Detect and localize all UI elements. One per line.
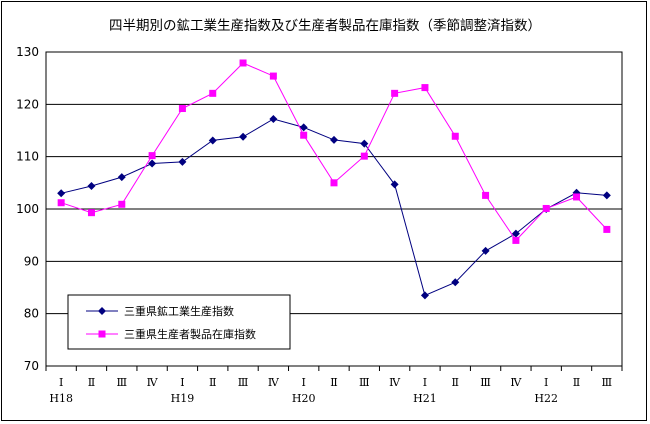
x-tick-label: Ⅲ [116,376,127,389]
y-tick-label-80: 80 [24,307,39,321]
data-point [117,173,126,182]
x-tick-label: Ⅱ [452,376,459,389]
series-line-1 [61,62,608,242]
legend-label-inventory: 三重県生産者製品在庫指数 [124,327,256,341]
legend-marker-inventory [98,330,106,338]
y-tick-label-130: 130 [16,45,39,59]
x-tick-label: Ⅲ [602,376,613,389]
data-point [573,193,581,201]
data-point [603,225,611,233]
data-point [299,123,308,132]
plot-area-border [45,51,623,367]
x-tick-label: Ⅲ [480,376,491,389]
data-point [330,179,338,187]
x-tick-label: Ⅳ [147,376,159,389]
data-point [481,246,490,255]
data-point [330,135,338,144]
data-point [360,139,369,148]
data-point [57,199,65,207]
x-tick-label: Ⅰ [302,376,306,389]
data-point [391,89,399,97]
data-point [451,278,460,287]
x-tick-label: Ⅰ [423,376,427,389]
data-point [602,191,611,200]
legend-box [67,294,291,350]
x-tick-label: Ⅰ [544,376,548,389]
x-tick-label: Ⅳ [510,376,522,389]
x-tick-label: Ⅲ [359,376,370,389]
data-point [57,189,66,198]
data-point [542,204,550,212]
data-point [178,105,186,113]
year-label-H22: H22 [534,392,558,405]
data-point [208,136,217,145]
axes: 70 80 90 100 110 120 130 Ⅰ Ⅱ Ⅲ Ⅳ Ⅰ Ⅱ Ⅲ Ⅳ Ⅰ Ⅱ Ⅲ Ⅳ Ⅰ Ⅱ Ⅲ Ⅳ Ⅰ Ⅱ Ⅲ H18… [16,45,623,405]
data-point [178,157,187,166]
y-tick-label-120: 120 [16,97,39,111]
x-tick-label: Ⅱ [573,376,580,389]
year-label-H19: H19 [171,392,195,405]
data-point [87,181,96,190]
y-tick-label-110: 110 [16,150,39,164]
legend: 三重県鉱工業生産指数 三重県生産者製品在庫指数 [67,294,291,350]
x-tick-label: Ⅰ [180,376,184,389]
data-point [511,229,520,238]
data-point [148,152,156,160]
x-tick-label: Ⅳ [268,376,280,389]
data-point [148,159,157,168]
data-point [239,59,247,67]
data-point [209,89,217,97]
data-point [269,114,278,123]
data-point [118,200,126,208]
series-line-0 [61,118,607,297]
x-tick-label: Ⅳ [389,376,401,389]
data-point [300,131,308,139]
year-label-H20: H20 [292,392,316,405]
y-tick-label-90: 90 [24,254,39,268]
chart-title: 四半期別の鉱工業生産指数及び生産者製品在庫指数（季節調整済指数） [109,18,541,34]
x-tick-label: Ⅰ [59,376,63,389]
data-point [421,84,429,92]
x-tick-label: Ⅲ [238,376,249,389]
x-tick-label: Ⅱ [88,376,95,389]
data-point [390,180,399,189]
year-label-H21: H21 [413,392,437,405]
x-tick-label: Ⅱ [330,376,337,389]
legend-marker-production [98,307,106,315]
data-point [420,291,429,300]
data-point [87,209,95,217]
data-point [451,132,459,140]
data-point [512,236,520,244]
x-tick-label: Ⅱ [209,376,216,389]
data-point [360,152,368,160]
year-label-H18: H18 [49,392,73,405]
series-layer [57,59,611,300]
data-point [482,191,490,199]
y-tick-label-100: 100 [16,202,39,216]
data-point [269,72,277,80]
y-tick-label-70: 70 [24,359,39,373]
data-point [239,132,248,141]
legend-label-production: 三重県鉱工業生産指数 [124,304,234,318]
